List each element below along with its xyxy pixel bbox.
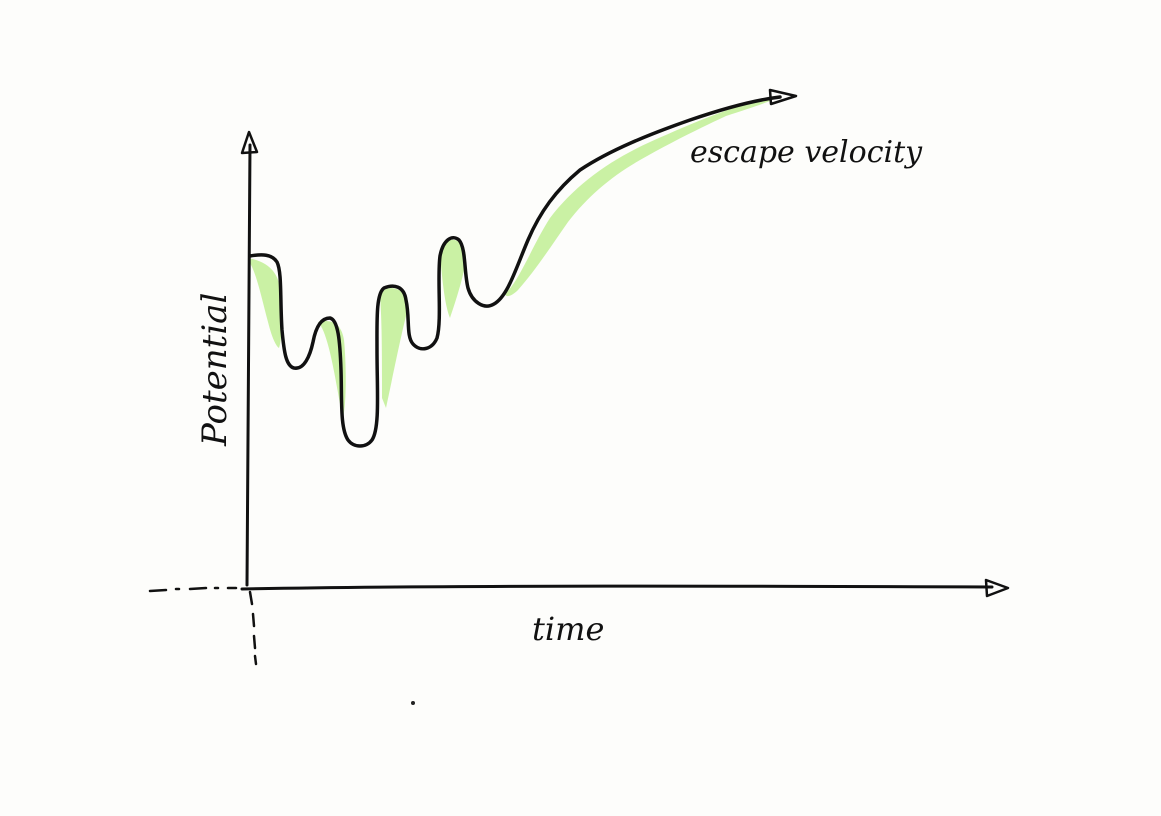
x-axis-label: time [532, 610, 604, 648]
y-axis-label: Potential [195, 293, 235, 447]
x-axis-dashed-extension [148, 586, 238, 593]
curve-arrowhead [768, 88, 798, 106]
y-axis-line [245, 143, 252, 587]
x-axis-arrowhead [984, 578, 1010, 598]
y-axis-dashed-extension [248, 590, 258, 666]
y-axis-arrowhead [240, 130, 259, 155]
curve-annotation: escape velocity [690, 135, 923, 170]
ink-speck [411, 701, 415, 705]
x-axis-line [240, 584, 994, 591]
potential-curve [248, 95, 782, 448]
